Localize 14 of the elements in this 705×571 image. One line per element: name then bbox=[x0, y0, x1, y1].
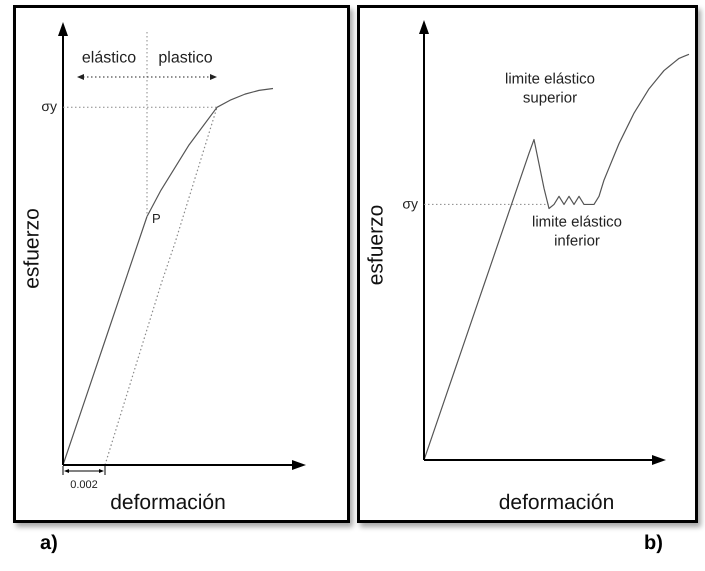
y-axis-title: esfuerzo bbox=[364, 204, 388, 286]
y-axis-title: esfuerzo bbox=[20, 208, 44, 289]
text: a) bbox=[40, 532, 58, 555]
annotation: limite elástico inferior bbox=[532, 214, 622, 250]
text: plastico bbox=[158, 49, 213, 66]
text: b) bbox=[644, 532, 663, 555]
text: elástico bbox=[82, 49, 136, 66]
annotation: limite elástico superior bbox=[504, 70, 596, 107]
annotation: P bbox=[152, 211, 161, 226]
text: 0.002 bbox=[70, 479, 98, 492]
ref-line-label: σy bbox=[41, 98, 57, 114]
x-axis-title: deformación bbox=[110, 491, 226, 514]
x-axis-title: deformación bbox=[498, 491, 614, 514]
ref-line-label: σy bbox=[402, 195, 418, 212]
